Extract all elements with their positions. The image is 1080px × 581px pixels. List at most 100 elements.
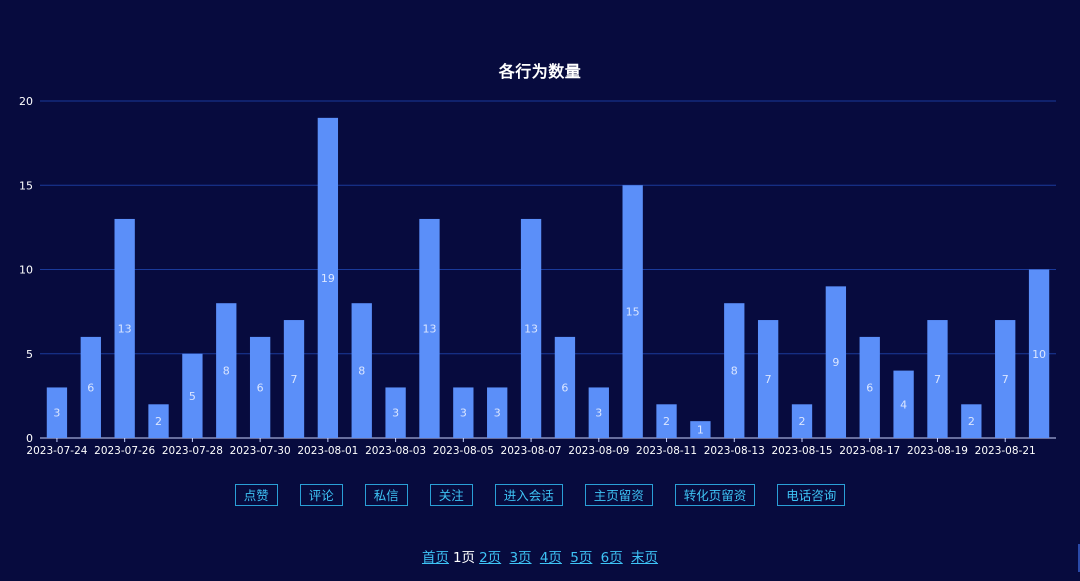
bar (249, 336, 271, 438)
bar (114, 218, 135, 438)
bar (859, 336, 880, 438)
bar-value-label: 19 (321, 272, 335, 285)
bar (927, 320, 948, 438)
bar (791, 404, 813, 438)
bar-value-label: 3 (595, 407, 602, 420)
bar (216, 303, 237, 438)
pagination-first-link[interactable]: 首页 (421, 550, 449, 566)
x-tick-label: 2023-07-30 (230, 445, 291, 457)
bar-value-label: 2 (799, 415, 806, 428)
x-tick-label: 2023-07-24 (26, 445, 87, 457)
filter-phone-consult-button[interactable]: 电话咨询 (777, 484, 846, 506)
filter-follow-button[interactable]: 关注 (429, 484, 473, 506)
filter-message-button[interactable]: 私信 (364, 484, 408, 506)
filter-like-button[interactable]: 点赞 (234, 484, 278, 506)
bar-value-label: 6 (87, 381, 94, 394)
bar-value-label: 3 (460, 407, 467, 420)
x-tick-label: 2023-08-13 (704, 445, 765, 457)
bar-value-label: 7 (1002, 373, 1009, 386)
bar-value-label: 4 (900, 398, 907, 411)
bar (453, 387, 474, 438)
bar-value-label: 7 (934, 373, 941, 386)
y-tick-label: 0 (26, 432, 33, 445)
pagination-page-link[interactable]: 3页 (509, 550, 532, 566)
pagination-page-link[interactable]: 6页 (600, 550, 623, 566)
x-tick-label: 2023-08-19 (907, 445, 968, 457)
bar (148, 404, 169, 438)
bar (656, 404, 677, 438)
bar-value-label: 9 (832, 356, 839, 369)
bar-value-label: 2 (663, 415, 670, 428)
bar (283, 320, 305, 438)
bar-value-label: 2 (968, 415, 975, 428)
bar (995, 320, 1016, 438)
bar (554, 336, 576, 438)
bar-value-label: 7 (765, 373, 772, 386)
bar-value-label: 3 (392, 407, 399, 420)
bar-value-label: 6 (257, 381, 264, 394)
bar-value-label: 1 (697, 424, 704, 437)
bar-value-label: 6 (866, 381, 873, 394)
bar-value-label: 7 (291, 373, 298, 386)
filter-enter-session-button[interactable]: 进入会话 (494, 484, 563, 506)
pagination-current-page: 1页 (452, 550, 476, 566)
bar (385, 387, 406, 438)
x-tick-label: 2023-07-28 (162, 445, 223, 457)
x-tick-label: 2023-08-01 (297, 445, 358, 457)
y-tick-label: 15 (19, 179, 33, 192)
bar-value-label: 10 (1032, 348, 1046, 361)
bar-value-label: 8 (223, 365, 230, 378)
bar (588, 387, 609, 438)
bar (961, 404, 982, 438)
x-tick-label: 2023-08-09 (568, 445, 629, 457)
filter-homepage-lead-button[interactable]: 主页留资 (584, 484, 653, 506)
bar (419, 218, 440, 438)
pagination-page-link[interactable]: 5页 (570, 550, 593, 566)
bar-value-label: 3 (53, 407, 60, 420)
pagination: 首页 1页 2页 3页 4页 5页 6页 末页 (0, 546, 1080, 566)
scroll-edge-indicator (1078, 544, 1080, 572)
bar-value-label: 8 (731, 365, 738, 378)
bar-value-label: 15 (626, 306, 640, 319)
y-tick-label: 20 (19, 95, 33, 108)
x-tick-label: 2023-08-11 (636, 445, 697, 457)
bar (182, 353, 203, 438)
bar-value-label: 3 (494, 407, 501, 420)
filter-conversion-lead-button[interactable]: 转化页留资 (674, 484, 756, 506)
bar-value-label: 8 (358, 365, 365, 378)
bar (893, 370, 914, 438)
bar (520, 218, 542, 438)
y-tick-label: 5 (26, 348, 33, 361)
bar-chart: 0 5 10 15 20 3 6 13 2 5 8 6 7 19 8 3 13 3 3 13 6 3 15 2 1 8 7 2 9 6 4 7… (19, 95, 1056, 457)
bar-value-label: 13 (524, 322, 538, 335)
pagination-page-link[interactable]: 2页 (479, 550, 502, 566)
x-tick-label: 2023-08-05 (433, 445, 494, 457)
bar (80, 336, 101, 438)
pagination-last-link[interactable]: 末页 (631, 550, 659, 566)
bar (690, 421, 711, 438)
bar-value-label: 13 (422, 322, 436, 335)
bar (317, 117, 339, 438)
bar-value-label: 2 (155, 415, 162, 428)
bar (757, 320, 779, 438)
bar-value-label: 6 (561, 381, 568, 394)
x-tick-label: 2023-08-03 (365, 445, 426, 457)
bar (46, 387, 68, 438)
bar (351, 303, 372, 438)
chart-title: 各行为数量 (498, 62, 582, 81)
bar-value-label: 5 (189, 390, 196, 403)
x-tick-label: 2023-07-26 (94, 445, 155, 457)
x-tick-label: 2023-08-15 (771, 445, 832, 457)
bar (622, 185, 643, 438)
bar-value-label: 13 (118, 322, 132, 335)
y-tick-label: 10 (19, 264, 33, 277)
bar (487, 387, 508, 438)
pagination-page-link[interactable]: 4页 (539, 550, 562, 566)
x-tick-label: 2023-08-17 (839, 445, 900, 457)
x-tick-label: 2023-08-21 (975, 445, 1036, 457)
bar (825, 286, 847, 438)
filter-comment-button[interactable]: 评论 (299, 484, 343, 506)
bar (724, 303, 745, 438)
behavior-filter-bar: 点赞 评论 私信 关注 进入会话 主页留资 转化页留资 电话咨询 (0, 484, 1080, 506)
